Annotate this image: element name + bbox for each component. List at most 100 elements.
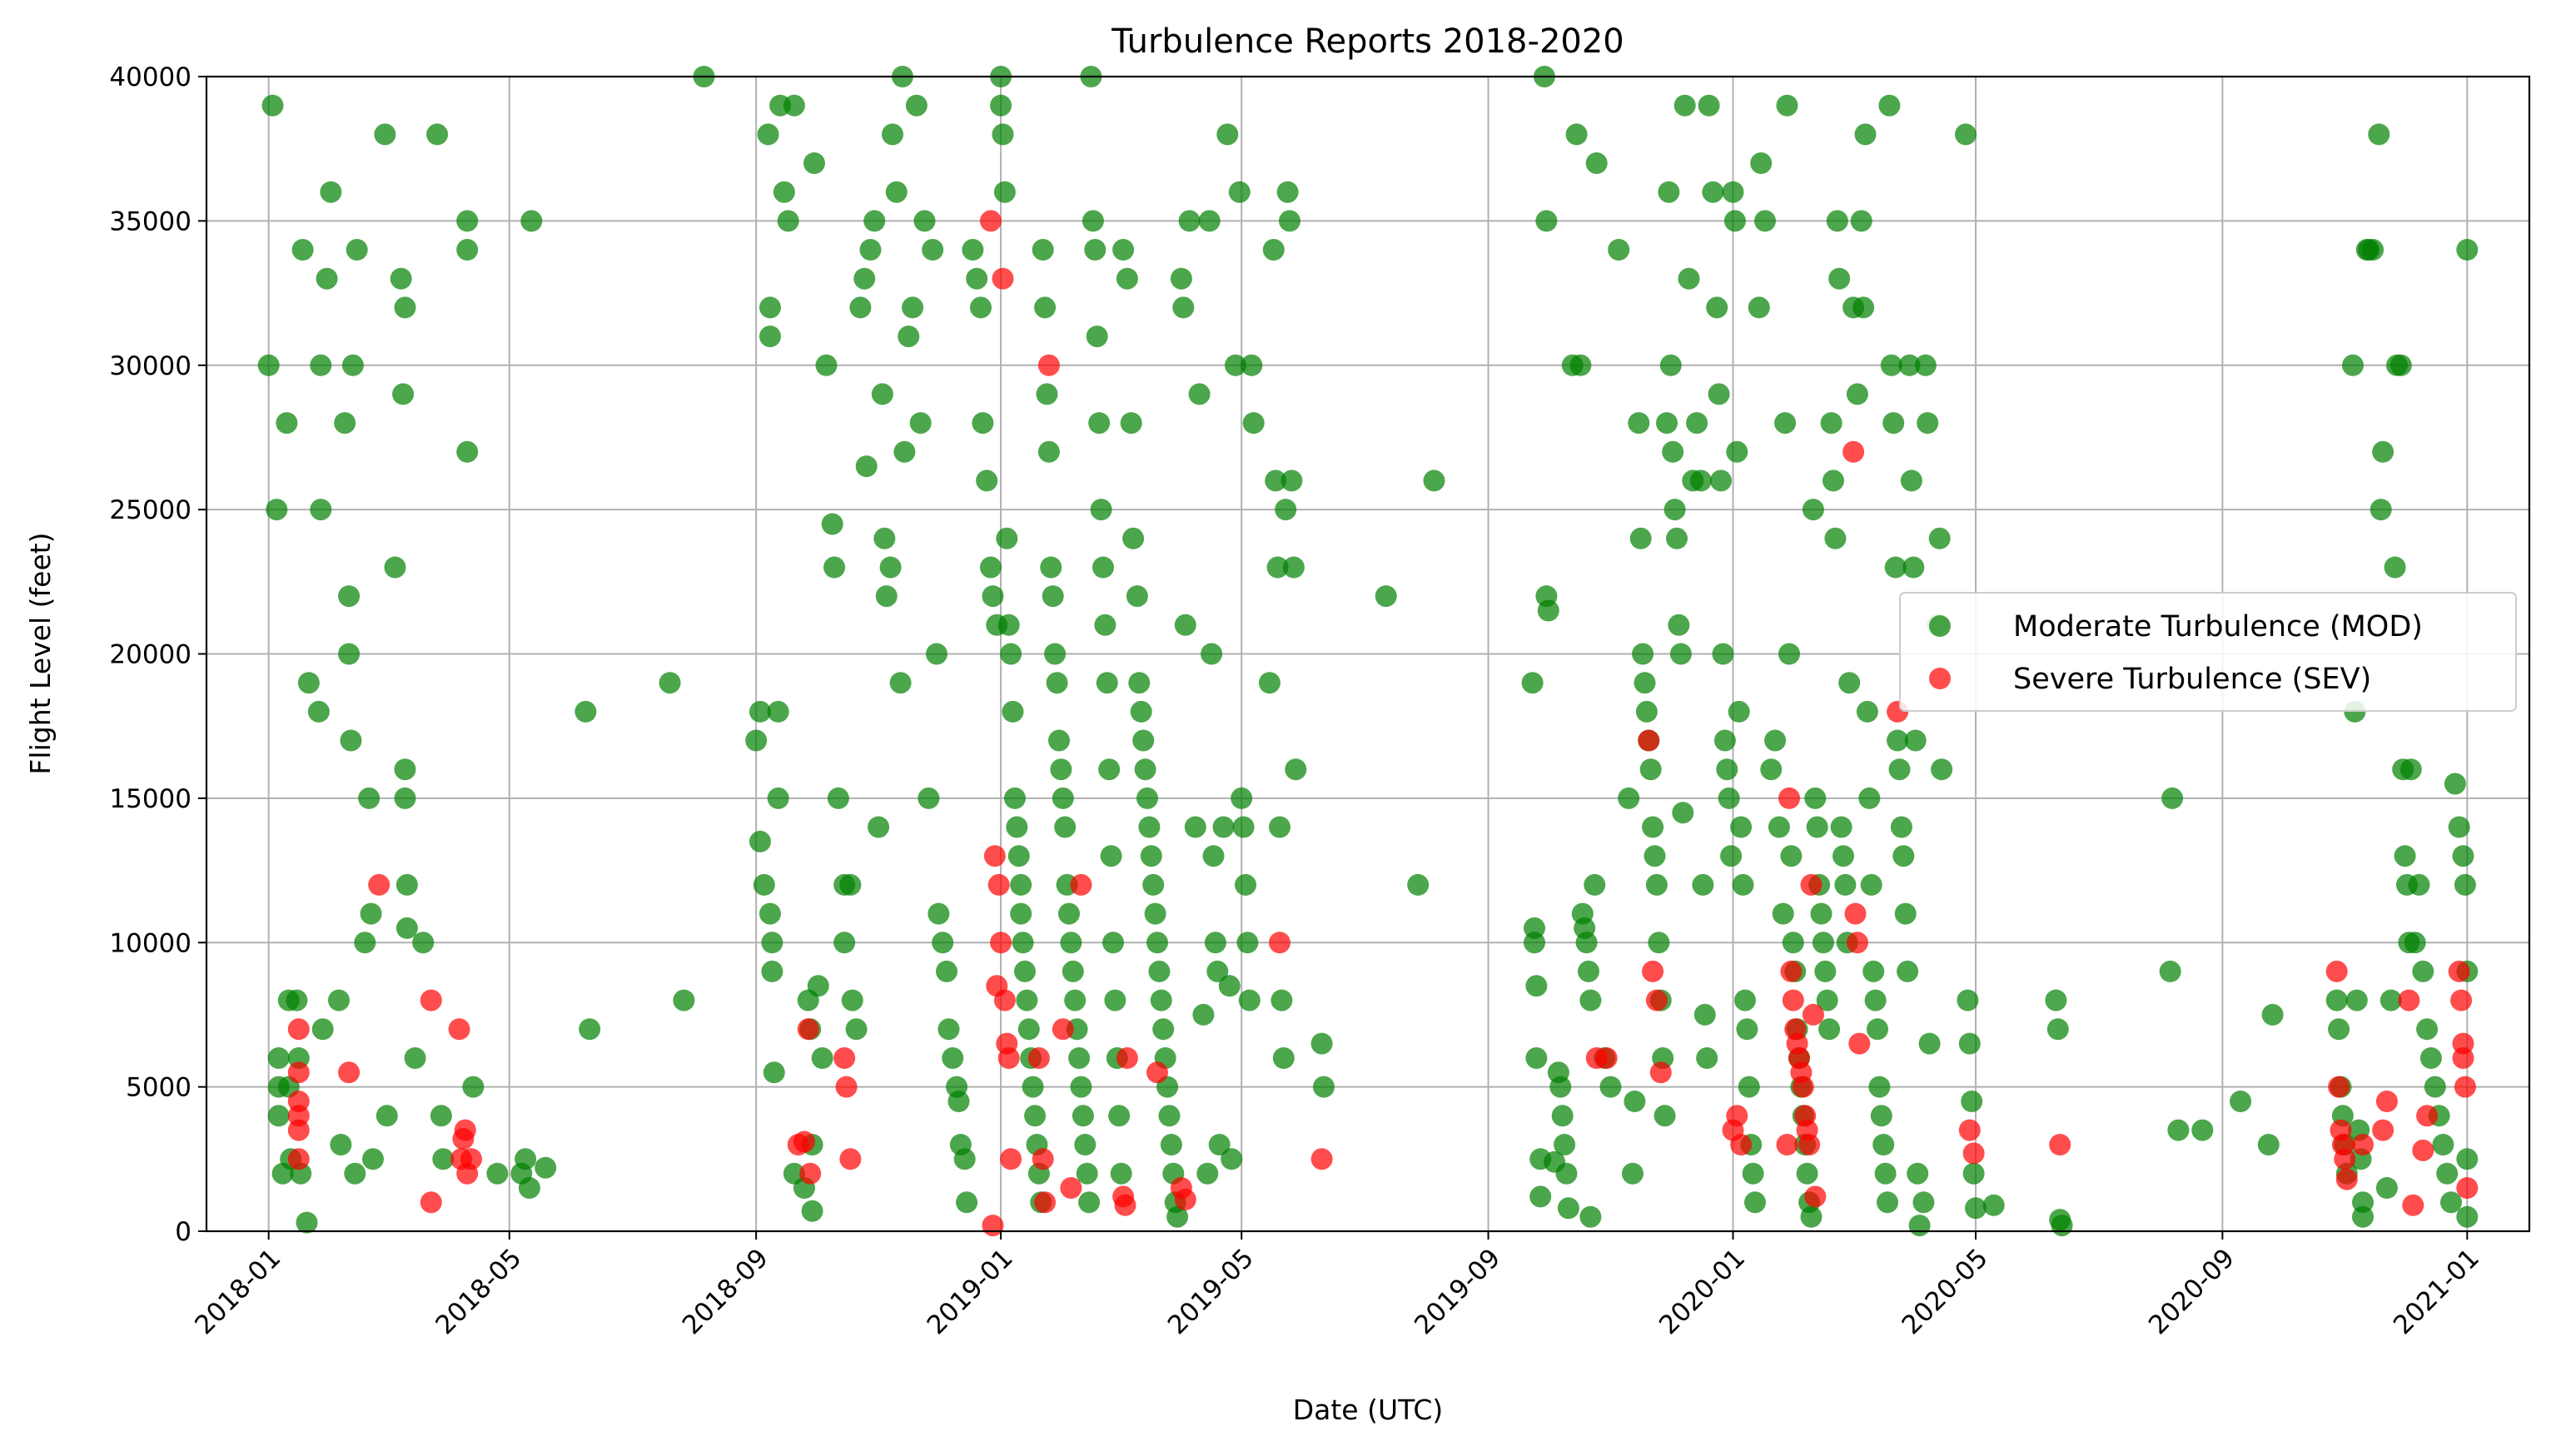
data-point (1585, 152, 1608, 174)
data-point (1046, 672, 1068, 694)
data-point (456, 239, 479, 261)
data-point (340, 729, 362, 752)
data-point (2046, 1018, 2069, 1041)
data-point (1082, 210, 1104, 232)
data-point (1002, 700, 1024, 723)
data-point (990, 932, 1012, 954)
data-point (1958, 1032, 1981, 1055)
data-point (859, 239, 882, 261)
legend-box (1899, 592, 2517, 712)
data-point (1375, 585, 1397, 608)
y-tick-label: 40000 (109, 62, 191, 92)
data-point (1000, 1148, 1022, 1170)
data-point (1867, 1018, 1888, 1041)
data-point (1832, 845, 1854, 867)
data-point (1645, 989, 1668, 1011)
data-point (2342, 354, 2364, 376)
y-tick-label: 20000 (109, 640, 191, 670)
data-point (1730, 816, 1753, 838)
data-point (1957, 989, 1979, 1011)
data-point (821, 513, 843, 535)
data-point (1524, 932, 1545, 954)
data-point (1726, 440, 1748, 463)
data-point (2375, 1091, 2398, 1112)
data-point (997, 614, 1020, 636)
data-point (574, 700, 597, 723)
data-point (330, 1134, 352, 1155)
data-point (1870, 1105, 1892, 1127)
data-point (2440, 1191, 2462, 1214)
data-point (2412, 960, 2434, 982)
y-tick-label: 0 (175, 1217, 191, 1247)
data-point (1072, 1105, 1094, 1127)
data-point (1525, 1047, 1548, 1069)
data-point (749, 830, 771, 852)
data-point (287, 1148, 310, 1170)
data-point (659, 672, 681, 694)
data-point (1004, 787, 1026, 809)
data-point (535, 1156, 557, 1179)
data-point (1842, 440, 1865, 463)
data-point (2454, 873, 2476, 896)
data-point (1878, 94, 1901, 117)
data-point (1882, 412, 1905, 435)
data-point (1174, 614, 1196, 636)
data-point (1931, 758, 1953, 781)
data-point (767, 700, 789, 723)
data-point (953, 1148, 976, 1170)
data-point (902, 296, 924, 319)
data-point (1816, 989, 1838, 1011)
data-point (2257, 1134, 2280, 1155)
data-point (1188, 383, 1211, 405)
data-point (885, 181, 908, 203)
data-point (1172, 296, 1195, 319)
data-point (1549, 1076, 1572, 1098)
data-point (1962, 1142, 1985, 1165)
data-point (1887, 729, 1909, 752)
data-point (807, 975, 829, 997)
data-point (1958, 1119, 1981, 1141)
data-point (759, 325, 781, 348)
data-point (1653, 1105, 1676, 1127)
data-point (1718, 787, 1740, 809)
data-point (1146, 1061, 1168, 1084)
data-point (2230, 1091, 2252, 1112)
data-point (1265, 470, 1287, 492)
data-point (1780, 845, 1803, 867)
data-point (1702, 181, 1724, 203)
data-point (1828, 267, 1851, 290)
data-point (1877, 1191, 1898, 1214)
data-point (1904, 729, 1927, 752)
data-point (1663, 499, 1686, 521)
data-point (1907, 1162, 1929, 1185)
data-point (2450, 989, 2473, 1011)
data-point (420, 1191, 442, 1214)
data-point (835, 1076, 858, 1098)
data-point (1622, 1162, 1643, 1185)
data-point (1639, 758, 1662, 781)
data-point (996, 527, 1018, 549)
data-point (2452, 1047, 2474, 1069)
data-point (1050, 758, 1072, 781)
data-point (310, 354, 332, 376)
data-point (1062, 960, 1084, 982)
data-point (1174, 1188, 1196, 1210)
data-point (2325, 989, 2348, 1011)
data-point (1796, 1162, 1818, 1185)
data-point (962, 239, 984, 261)
data-point (1902, 556, 1925, 579)
data-point (1158, 1105, 1181, 1127)
data-point (1138, 816, 1161, 838)
data-point (1798, 1134, 1821, 1155)
data-point (1764, 729, 1787, 752)
data-point (1914, 354, 1937, 376)
data-point (1192, 1003, 1215, 1026)
data-point (1728, 700, 1750, 723)
data-point (1178, 210, 1201, 232)
data-point (1535, 210, 1558, 232)
data-point (1262, 239, 1285, 261)
data-point (1862, 960, 1885, 982)
data-point (849, 296, 872, 319)
data-point (1313, 1076, 1335, 1098)
data-point (1014, 960, 1036, 982)
